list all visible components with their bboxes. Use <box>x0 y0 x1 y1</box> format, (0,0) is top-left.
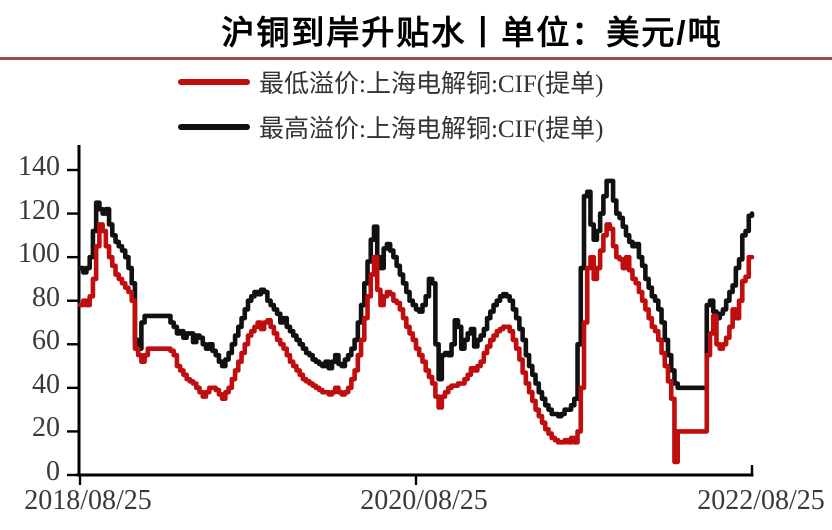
legend-label-min-premium: 最低溢价:上海电解铜:CIF(提单) <box>259 71 604 98</box>
legend-swatch-min-premium-icon <box>178 79 250 85</box>
y-tick-label-120: 120 <box>18 194 60 226</box>
y-tick-label-20: 20 <box>32 412 60 444</box>
y-tick-label-140: 140 <box>18 151 60 182</box>
x-tick-label-2022-08-25: 2022/08/25 <box>697 485 825 516</box>
x-tick-label-2018-08-25: 2018/08/25 <box>24 485 152 516</box>
y-tick-label-0: 0 <box>46 456 60 487</box>
series-line-min-premium <box>77 222 755 465</box>
legend-item-max-premium: 最高溢价:上海电解铜:CIF(提单) <box>178 111 603 143</box>
chart-title: 沪铜到岸升贴水丨单位：美元/吨 <box>221 14 723 51</box>
y-tick-label-80: 80 <box>32 281 60 313</box>
legend-label-max-premium: 最高溢价:上海电解铜:CIF(提单) <box>259 116 604 143</box>
x-tick-label-2020-08-25: 2020/08/25 <box>360 485 488 516</box>
y-tick-label-40: 40 <box>32 368 60 400</box>
legend: 最低溢价:上海电解铜:CIF(提单) 最高溢价:上海电解铜:CIF(提单) <box>178 66 603 156</box>
series-line-max-premium <box>77 178 755 419</box>
legend-swatch-max-premium-icon <box>178 124 250 130</box>
y-tick-label-100: 100 <box>18 238 60 270</box>
legend-item-min-premium: 最低溢价:上海电解铜:CIF(提单) <box>178 66 603 98</box>
y-tick-label-60: 60 <box>32 325 60 357</box>
title-divider-line <box>0 57 832 60</box>
